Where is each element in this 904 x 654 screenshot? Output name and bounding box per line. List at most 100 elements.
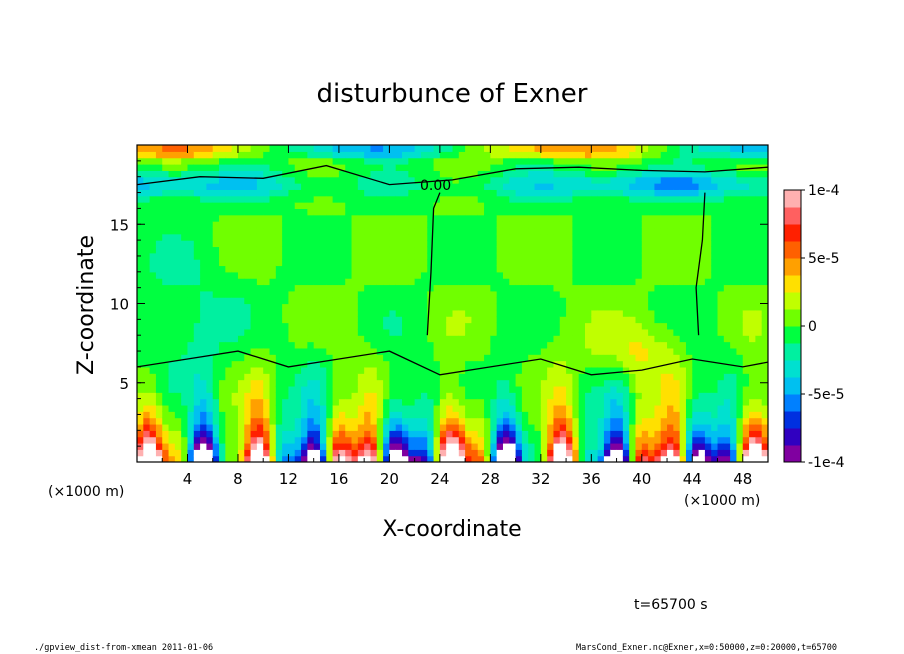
field-cell — [654, 404, 662, 412]
field-cell — [149, 246, 157, 254]
field-cell — [174, 442, 182, 450]
field-cell — [376, 208, 384, 216]
field-cell — [698, 214, 706, 222]
field-cell — [477, 176, 485, 184]
field-cell — [433, 436, 441, 444]
field-cell — [484, 436, 491, 444]
field-cell — [635, 411, 643, 419]
field-cell — [269, 417, 277, 425]
field-cell — [452, 221, 460, 229]
field-cell — [439, 373, 447, 381]
field-cell — [761, 290, 768, 298]
field-cell — [338, 303, 346, 311]
field-cell — [420, 341, 428, 349]
field-cell — [307, 189, 315, 197]
field-cell — [237, 233, 245, 241]
field-cell — [736, 157, 744, 165]
field-cell — [458, 417, 466, 425]
field-cell — [389, 360, 397, 368]
field-cell — [692, 208, 700, 216]
field-cell — [597, 170, 605, 178]
field-cell — [458, 284, 466, 292]
field-cell — [351, 398, 359, 406]
field-cell — [521, 417, 529, 425]
field-cell — [427, 398, 435, 406]
field-cell — [250, 214, 258, 222]
field-cell — [395, 379, 403, 387]
field-cell — [540, 455, 548, 462]
field-cell — [591, 373, 599, 381]
field-cell — [458, 398, 466, 406]
field-cell — [181, 233, 189, 241]
field-cell — [572, 176, 580, 184]
field-cell — [629, 284, 637, 292]
field-cell — [648, 449, 656, 457]
field-cell — [553, 202, 561, 209]
field-cell — [143, 398, 151, 406]
field-cell — [383, 417, 390, 425]
field-cell — [433, 379, 441, 387]
field-cell — [679, 392, 687, 400]
field-cell — [345, 404, 353, 412]
field-cell — [749, 347, 756, 355]
field-cell — [736, 335, 744, 343]
field-cell — [692, 290, 700, 298]
field-cell — [698, 170, 706, 178]
field-cell — [427, 385, 435, 393]
field-cell — [219, 189, 226, 197]
field-cell — [534, 303, 542, 311]
field-cell — [540, 423, 548, 431]
field-cell — [515, 259, 523, 267]
field-cell — [168, 271, 176, 279]
field-cell — [376, 322, 384, 330]
field-cell — [313, 322, 321, 330]
field-cell — [351, 385, 359, 393]
field-cell — [219, 164, 226, 171]
field-cell — [206, 297, 214, 305]
field-cell — [515, 392, 523, 400]
field-cell — [307, 246, 315, 254]
field-cell — [679, 214, 687, 222]
field-cell — [174, 328, 182, 336]
field-cell — [742, 233, 750, 241]
field-cell — [736, 392, 744, 400]
field-cell — [723, 145, 731, 152]
field-cell — [761, 208, 768, 216]
field-cell — [465, 404, 473, 412]
field-cell — [692, 157, 700, 165]
field-cell — [553, 284, 561, 292]
field-cell — [389, 316, 397, 324]
field-cell — [698, 202, 706, 209]
field-cell — [307, 145, 315, 152]
field-cell — [370, 417, 378, 425]
field-cell — [622, 271, 630, 279]
field-cell — [711, 328, 719, 336]
field-cell — [433, 252, 441, 260]
field-cell — [610, 290, 618, 298]
field-cell — [256, 417, 264, 425]
field-cell — [717, 379, 725, 387]
field-cell — [149, 436, 157, 444]
field-cell — [256, 341, 264, 349]
field-cell — [149, 227, 157, 235]
field-cell — [414, 214, 422, 222]
field-cell — [458, 423, 466, 431]
field-cell — [193, 284, 201, 292]
field-cell — [515, 449, 523, 457]
field-cell — [635, 164, 643, 171]
field-cell — [521, 366, 529, 374]
field-cell — [275, 233, 283, 241]
field-cell — [301, 322, 308, 330]
field-cell — [338, 265, 346, 273]
field-cell — [761, 303, 768, 311]
field-cell — [622, 151, 630, 159]
field-cell — [717, 246, 725, 254]
field-cell — [137, 259, 144, 267]
field-cell — [528, 227, 536, 235]
field-cell — [521, 309, 529, 317]
field-cell — [547, 341, 555, 349]
field-cell — [603, 151, 611, 159]
field-cell — [603, 246, 611, 254]
field-cell — [212, 360, 220, 368]
field-cell — [540, 335, 548, 343]
